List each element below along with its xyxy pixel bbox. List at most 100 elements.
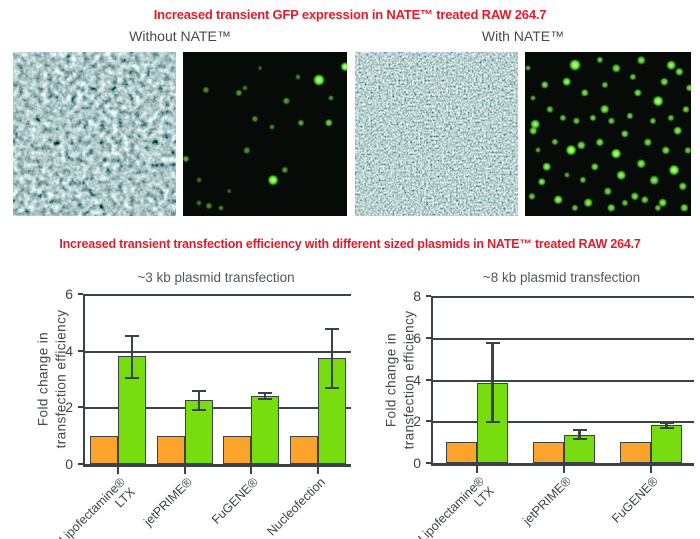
- gfp-cell-dot: [577, 141, 586, 150]
- gfp-cell-dot: [551, 138, 559, 146]
- gfp-cell-dot: [540, 80, 550, 89]
- gfp-cell-dot: [235, 89, 243, 97]
- gridline: [85, 350, 351, 353]
- x-category-label: Lipofectamine® LTX: [415, 474, 498, 539]
- gfp-cell-dot: [636, 158, 646, 169]
- gfp-cell-dot: [340, 61, 347, 72]
- y-tick: [426, 420, 431, 423]
- y-tick: [426, 336, 431, 339]
- x-tick: [650, 466, 652, 473]
- y-tick-label: 6: [65, 286, 73, 302]
- gfp-cell-dot: [668, 164, 680, 176]
- x-tick: [317, 467, 319, 474]
- error-bar-line: [263, 393, 267, 399]
- bar-nate-treated: [651, 425, 682, 463]
- bar-control: [90, 435, 118, 464]
- x-tick: [250, 467, 252, 474]
- gfp-cell-dot: [183, 155, 190, 163]
- gridline: [85, 407, 351, 410]
- gfp-cell-dot: [629, 73, 637, 81]
- gfp-cell-dot: [601, 81, 609, 89]
- gfp-cell-dot: [660, 77, 669, 86]
- y-tick-label: 0: [65, 456, 73, 472]
- gfp-cell-dot: [268, 124, 275, 131]
- chart-title: ~3 kb plasmid transfection: [137, 270, 295, 285]
- gfp-cell-dot: [324, 118, 334, 127]
- phase-contrast-image-without-nate: [13, 52, 176, 216]
- gfp-cell-dot: [528, 192, 536, 200]
- gfp-cell-dot: [196, 199, 203, 206]
- bar-nate-treated: [251, 396, 279, 464]
- gfp-cell-dot: [682, 105, 690, 113]
- gfp-cell-dot: [546, 105, 554, 113]
- bar-chart-8kb-plasmid: ~8 kb plasmid transfection Fold change i…: [378, 268, 700, 539]
- error-bar-line: [330, 330, 334, 387]
- y-tick: [426, 378, 431, 381]
- gfp-cell-dot: [571, 204, 579, 212]
- bar-control: [157, 435, 185, 464]
- y-tick: [78, 349, 83, 352]
- gfp-cell-dot: [633, 88, 643, 98]
- gridline: [433, 337, 694, 340]
- gfp-cell-dot: [267, 174, 279, 186]
- gfp-cell-dot: [251, 115, 259, 123]
- gfp-cell-dot: [607, 203, 616, 212]
- gfp-cell-dot: [649, 175, 660, 185]
- gfp-cell-dot: [616, 170, 627, 180]
- error-bar: [572, 428, 587, 441]
- plot-area: 0 2 4 6 Lipofectamine® LTX jetPRIME® FuGENE® Nuc…: [56, 286, 351, 539]
- gfp-cell-dot: [640, 195, 649, 204]
- gridline: [85, 294, 351, 296]
- gfp-cell-dot: [205, 202, 213, 210]
- x-tick: [476, 466, 478, 473]
- error-bar-line: [578, 430, 581, 439]
- gfp-cell-dot: [684, 146, 691, 154]
- gfp-cell-dot: [649, 117, 657, 125]
- y-tick-label: 0: [413, 455, 421, 471]
- gfp-cell-dot: [529, 126, 538, 135]
- y-tick-label: 2: [413, 413, 421, 430]
- chart-title: ~8 kb plasmid transfection: [482, 270, 641, 285]
- gfp-cell-dot: [530, 119, 540, 129]
- figure-title-gfp-expression: Increased transient GFP expression in NA…: [153, 7, 547, 22]
- gfp-fluorescence-image-with-nate: [525, 52, 691, 216]
- gfp-cell-dot: [327, 94, 334, 101]
- gfp-cell-dot: [643, 137, 653, 147]
- y-tick-label: 2: [65, 399, 73, 416]
- x-tick: [563, 466, 565, 473]
- bar-control: [446, 442, 477, 463]
- gfp-cell-dot: [579, 176, 587, 184]
- y-axis-label: Fold change in transfection efficiency: [35, 309, 68, 449]
- error-bar: [485, 341, 500, 424]
- x-tick: [117, 467, 119, 474]
- phase-contrast-image-with-nate: [355, 52, 518, 216]
- gfp-cell-dot: [297, 118, 305, 127]
- gfp-cell-dot: [202, 86, 210, 94]
- gfp-cell-dot: [226, 188, 232, 194]
- gfp-cell-dot: [680, 203, 689, 212]
- gfp-cell-dot: [621, 199, 629, 207]
- plot-area: 0 2 4 6 8 Lipofectamine® LTX jetPRIME® FuGENE®: [413, 288, 694, 539]
- panel-label-with-nate: With NATE™: [481, 28, 565, 44]
- error-bar: [659, 422, 674, 429]
- gfp-cell-dot: [657, 198, 668, 208]
- bar-chart-3kb-plasmid: ~3 kb plasmid transfection Fold change i…: [30, 268, 360, 539]
- x-category-label: Lipofectamine® LTX: [56, 475, 139, 539]
- gfp-cell-dot: [672, 125, 683, 136]
- y-tick: [78, 406, 83, 409]
- gfp-cell-dot: [595, 137, 604, 147]
- gfp-cell-dot: [196, 176, 203, 183]
- gfp-cell-dot: [589, 114, 597, 122]
- gfp-cell-dot: [217, 204, 224, 211]
- gfp-cell-dot: [568, 59, 581, 72]
- gfp-cell-dot: [257, 65, 263, 71]
- gfp-cell-dot: [610, 148, 622, 160]
- gfp-cell-dot: [599, 104, 610, 115]
- gfp-cell-dot: [580, 88, 589, 98]
- gfp-cell-dot: [525, 65, 532, 72]
- gridline: [433, 421, 694, 424]
- gfp-cell-dot: [537, 177, 546, 186]
- error-bar: [192, 390, 206, 412]
- gfp-cell-dot: [530, 94, 537, 101]
